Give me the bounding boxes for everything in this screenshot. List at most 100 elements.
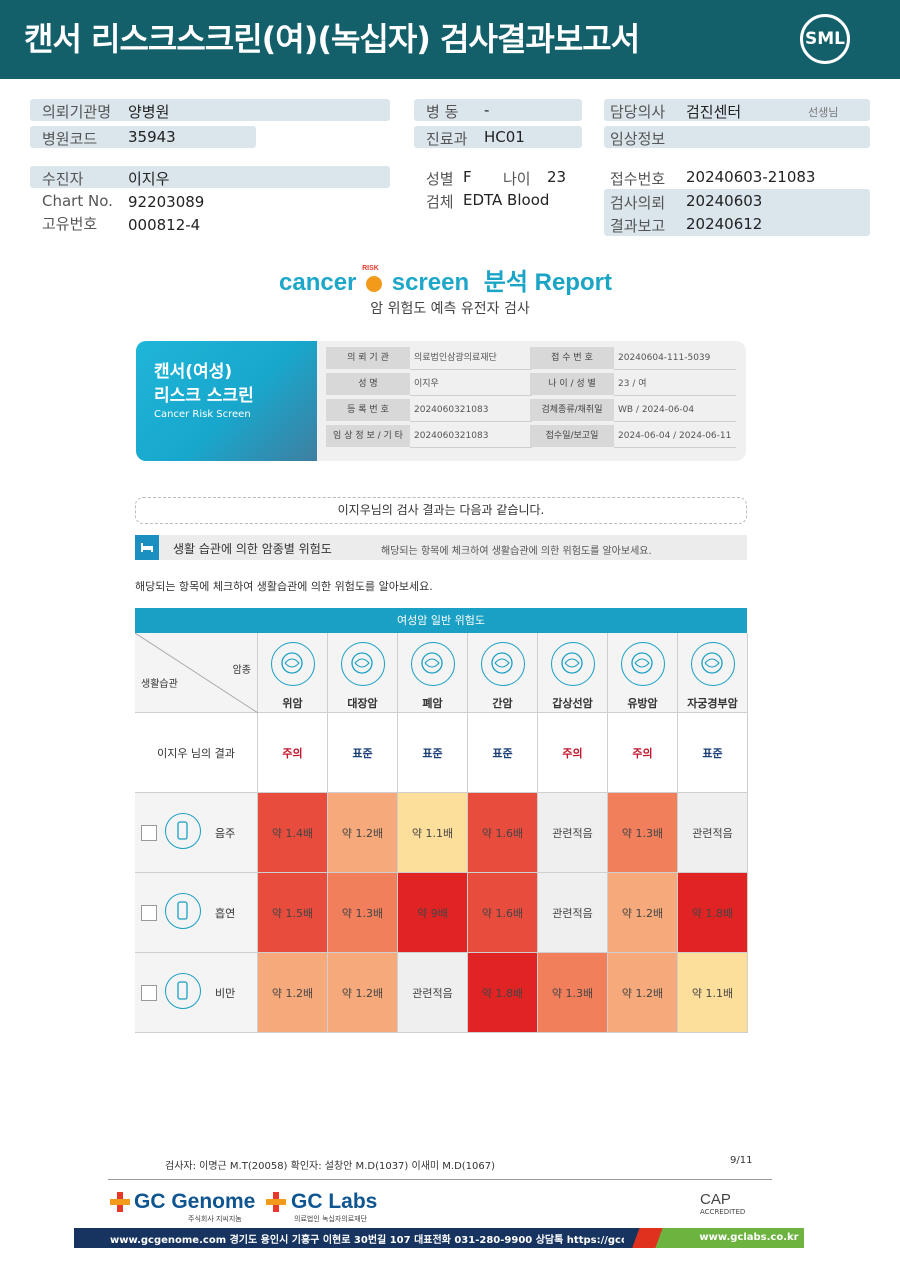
risk-cell: 약 1.8배 xyxy=(468,953,538,1033)
card-label: 성 명 xyxy=(326,373,410,395)
section-title: 생활 습관에 의한 암종별 위험도 xyxy=(173,542,332,556)
obesity-icon xyxy=(165,973,201,1009)
cancer-header-3: 간암 xyxy=(468,633,538,713)
habit-checkbox[interactable] xyxy=(141,905,157,921)
risk-table-title: 여성암 일반 위험도 xyxy=(135,608,747,633)
hospital-code-value: 35943 xyxy=(128,128,176,146)
uid-label: 고유번호 xyxy=(42,215,98,233)
ward-value: - xyxy=(484,101,490,119)
risk-value: 관련적음 xyxy=(552,907,593,920)
card-label: 접수일/보고일 xyxy=(530,425,614,447)
requester-value: 양병원 xyxy=(128,103,170,121)
clinical-label: 임상정보 xyxy=(610,130,666,148)
risk-value: 약 1.2배 xyxy=(271,987,314,1000)
risk-value: 약 1.6배 xyxy=(481,827,524,840)
cancer-name: 위암 xyxy=(282,697,303,710)
footer-website: www.gclabs.co.kr xyxy=(694,1228,804,1248)
card-title-2: 리스크 스크린 xyxy=(154,386,254,406)
card-label: 접 수 번 호 xyxy=(530,347,614,369)
cancer-screen-logo: cancer RISK screen 분석 Report xyxy=(279,262,612,297)
card-label: 의 뢰 기 관 xyxy=(326,347,410,369)
cap-sub: ACCREDITED xyxy=(700,1208,746,1216)
footer-stripes xyxy=(624,1228,694,1248)
footer-address: www.gcgenome.com 경기도 용인시 기흥구 이현로 30번길 10… xyxy=(110,1235,699,1246)
risk-cell: 약 1.1배 xyxy=(678,953,748,1033)
habit-checkbox[interactable] xyxy=(141,825,157,841)
risk-cell: 약 1.1배 xyxy=(398,793,468,873)
risk-value: 약 1.2배 xyxy=(621,987,664,1000)
card-label: 나 이 / 성 별 xyxy=(530,373,614,395)
status-cell: 표준 xyxy=(328,713,398,793)
risk-value: 약 1.2배 xyxy=(621,907,664,920)
cancer-name: 자궁경부암 xyxy=(687,697,738,710)
habit-name: 음주 xyxy=(215,827,236,840)
requester-row xyxy=(30,99,390,121)
footer-bar: www.gcgenome.com 경기도 용인시 기흥구 이현로 30번길 10… xyxy=(74,1228,804,1248)
report-title: 캔서 리스크스크린(여)(녹십자) 검사결과보고서 xyxy=(24,20,640,58)
status-cell: 주의 xyxy=(538,713,608,793)
risk-cell: 약 1.2배 xyxy=(608,953,678,1033)
cap-logo: CAP xyxy=(700,1191,731,1208)
status-value: 표준 xyxy=(702,747,723,760)
status-cell: 표준 xyxy=(398,713,468,793)
gc-genome-sub: 주식회사 지씨지놈 xyxy=(188,1215,242,1223)
logo-cancer: cancer xyxy=(279,269,357,296)
risk-cell: 약 1.3배 xyxy=(608,793,678,873)
risk-cell: 약 9배 xyxy=(398,873,468,953)
footer-divider xyxy=(108,1179,772,1180)
card-value: 2024060321083 xyxy=(410,399,532,422)
risk-cell: 약 1.2배 xyxy=(608,873,678,953)
risk-value: 약 1.6배 xyxy=(481,907,524,920)
corner-top-label: 암종 xyxy=(232,665,251,676)
risk-value: 약 1.5배 xyxy=(271,907,314,920)
breast-icon xyxy=(620,642,665,686)
sml-logo-text: SML xyxy=(805,29,845,49)
logo-risk-badge: RISK xyxy=(362,264,379,272)
section-bar: 생활 습관에 의한 암종별 위험도 해당되는 항목에 체크하여 생활습관에 의한… xyxy=(135,535,747,560)
habit-checkbox[interactable] xyxy=(141,985,157,1001)
habit-name: 흡연 xyxy=(215,907,236,920)
requester-label: 의뢰기관명 xyxy=(42,103,112,121)
doctor-label: 담당의사 xyxy=(610,103,666,121)
receipt-label: 접수번호 xyxy=(610,170,666,188)
habit-name: 비만 xyxy=(215,987,236,1000)
sex-value: F xyxy=(463,168,472,186)
cancer-name: 폐암 xyxy=(422,697,443,710)
status-cell: 주의 xyxy=(608,713,678,793)
patient-row xyxy=(30,166,390,188)
risk-value: 약 1.3배 xyxy=(621,827,664,840)
corner-cell: 암종 생활습관 xyxy=(135,633,258,713)
risk-cell: 관련적음 xyxy=(538,873,608,953)
cancer-header-6: 자궁경부암 xyxy=(678,633,748,713)
dept-value: HC01 xyxy=(484,128,525,146)
colon-icon xyxy=(340,642,385,686)
risk-cell: 약 1.2배 xyxy=(258,953,328,1033)
risk-cell: 약 1.3배 xyxy=(328,873,398,953)
doctor-row xyxy=(604,99,870,121)
age-label: 나이 xyxy=(503,170,531,188)
card-value: 이지우 xyxy=(410,373,532,396)
cancer-header-2: 폐암 xyxy=(398,633,468,713)
card-title-1: 캔서(여성) xyxy=(154,362,233,382)
result-label-cell: 이지우 님의 결과 xyxy=(135,713,258,793)
status-value: 주의 xyxy=(562,747,583,760)
receipt-value: 20240603-21083 xyxy=(686,168,816,186)
risk-cell: 약 1.5배 xyxy=(258,873,328,953)
chart-no-label: Chart No. xyxy=(42,192,113,210)
signature-line: 검사자: 이명근 M.T(20058) 확인자: 설창안 M.D(1037) 이… xyxy=(165,1161,496,1172)
cancer-header-1: 대장암 xyxy=(328,633,398,713)
risk-cell: 약 1.3배 xyxy=(538,953,608,1033)
status-cell: 표준 xyxy=(468,713,538,793)
risk-cell: 약 1.4배 xyxy=(258,793,328,873)
thyroid-icon xyxy=(550,642,595,686)
specimen-value: EDTA Blood xyxy=(463,191,550,209)
hospital-code-label: 병원코드 xyxy=(42,130,98,148)
status-value: 주의 xyxy=(632,747,653,760)
risk-cell: 관련적음 xyxy=(398,953,468,1033)
risk-value: 관련적음 xyxy=(552,827,593,840)
risk-value: 약 1.2배 xyxy=(341,827,384,840)
risk-value: 약 1.4배 xyxy=(271,827,314,840)
dept-label: 진료과 xyxy=(426,130,468,148)
logo-risk-badge-icon: RISK xyxy=(362,265,383,292)
gc-genome-plus-icon xyxy=(110,1192,130,1212)
